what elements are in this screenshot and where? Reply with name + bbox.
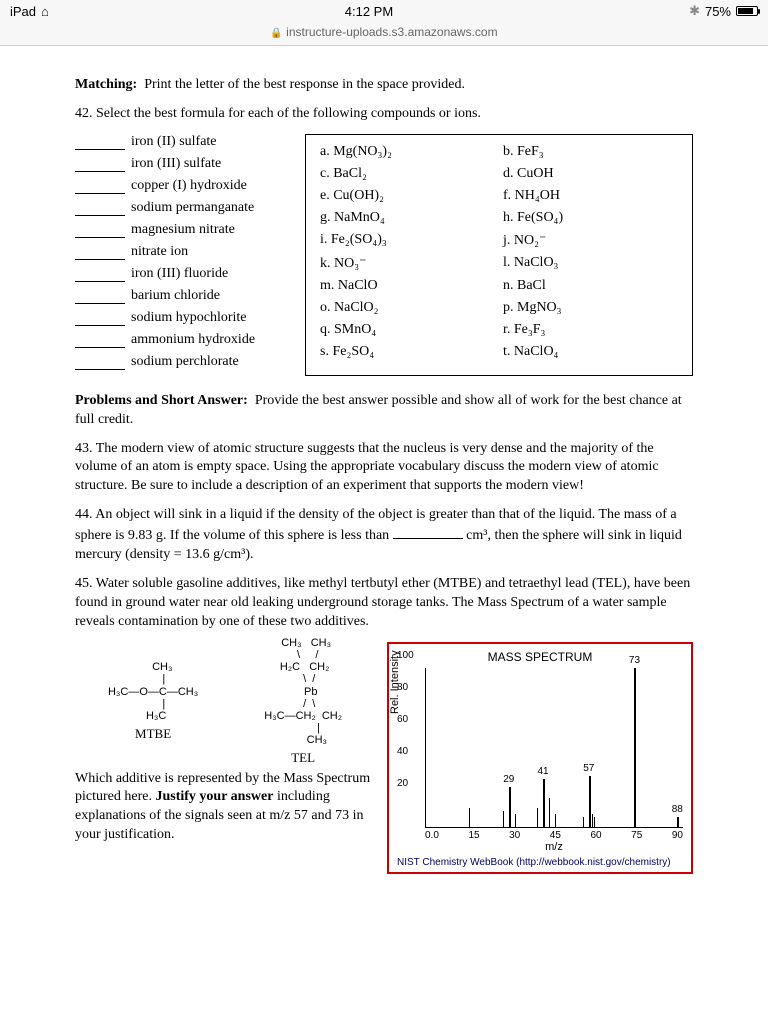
item-label: nitrate ion (131, 244, 188, 260)
opt: t. NaClO₄ (499, 341, 682, 363)
opt: e. Cu(OH)₂ (316, 185, 499, 207)
problems-heading: Problems and Short Answer: Provide the b… (75, 392, 693, 430)
blank[interactable] (75, 244, 125, 259)
nist-citation: NIST Chemistry WebBook (http://webbook.n… (397, 857, 683, 868)
options-box: a. Mg(NO₃)₂b. FeF₃ c. BaCl₂d. CuOH e. Cu… (305, 134, 693, 376)
opt: k. NO₃⁻ (316, 252, 499, 275)
opt: m. NaClO (316, 275, 499, 297)
spectrum-yticks: 100 80 60 40 20 (397, 650, 414, 810)
blank[interactable] (75, 222, 125, 237)
xtick: 75 (631, 830, 642, 841)
q44-blank[interactable] (393, 525, 463, 539)
matching-heading: Matching: Print the letter of the best r… (75, 76, 693, 95)
opt: g. NaMnO₄ (316, 207, 499, 229)
item-label: sodium hypochlorite (131, 310, 247, 326)
q45-figure-row: CH₃ | H₃C—O—C—CH₃ | H₃C MTBE CH₃ CH₃ \ /… (75, 642, 693, 874)
opt: n. BaCl (499, 275, 682, 297)
opt: l. NaClO₃ (499, 252, 682, 275)
xtick: 60 (590, 830, 601, 841)
mtbe-label: MTBE (108, 726, 198, 742)
q42-content: iron (II) sulfate iron (III) sulfate cop… (75, 134, 693, 376)
opt: r. Fe₃F₃ (499, 319, 682, 341)
item-label: magnesium nitrate (131, 222, 235, 238)
item-label: ammonium hydroxide (131, 332, 255, 348)
opt: a. Mg(NO₃)₂ (316, 141, 499, 163)
ytick: 80 (397, 682, 414, 714)
ytick: 100 (397, 650, 414, 682)
spectrum-xlabel: m/z (425, 841, 683, 853)
page-content: Matching: Print the letter of the best r… (0, 46, 768, 884)
lock-icon: 🔒 (270, 28, 282, 39)
opt: d. CuOH (499, 163, 682, 185)
q43: 43. The modern view of atomic structure … (75, 440, 693, 497)
blank[interactable] (75, 134, 125, 149)
blank[interactable] (75, 178, 125, 193)
opt: j. NO₂⁻ (499, 229, 682, 252)
xtick: 90 (672, 830, 683, 841)
tel-structure: CH₃ CH₃ \ / H₂C CH₂ \ / Pb / \ H₃C—CH₂ C… (264, 637, 342, 766)
status-bar: iPad ⌂ 4:12 PM ✱ 75% (0, 0, 768, 22)
blank[interactable] (75, 332, 125, 347)
match-items: iron (II) sulfate iron (III) sulfate cop… (75, 134, 285, 376)
opt: o. NaClO₂ (316, 297, 499, 319)
item-label: sodium perchlorate (131, 354, 239, 370)
opt: q. SMnO₄ (316, 319, 499, 341)
opt: i. Fe₂(SO₄)₃ (316, 229, 499, 252)
blank[interactable] (75, 310, 125, 325)
xtick: 30 (509, 830, 520, 841)
blank[interactable] (75, 156, 125, 171)
q45-sub: Which additive is represented by the Mas… (75, 770, 375, 846)
battery-pct: 75% (705, 4, 731, 19)
opt: b. FeF₃ (499, 141, 682, 163)
xtick: 0.0 (425, 830, 439, 841)
battery-icon (736, 6, 758, 16)
item-label: iron (II) sulfate (131, 134, 217, 150)
matching-instr: Print the letter of the best response in… (144, 77, 465, 92)
opt: c. BaCl₂ (316, 163, 499, 185)
q45-left: CH₃ | H₃C—O—C—CH₃ | H₃C MTBE CH₃ CH₃ \ /… (75, 642, 375, 874)
ytick: 60 (397, 714, 414, 746)
matching-bold: Matching: (75, 77, 137, 92)
spectrum-title: MASS SPECTRUM (397, 650, 683, 664)
item-label: iron (III) fluoride (131, 266, 228, 282)
q42-prompt: 42. Select the best formula for each of … (75, 105, 693, 124)
opt: f. NH₄OH (499, 185, 682, 207)
url-text: instructure-uploads.s3.amazonaws.com (286, 25, 497, 39)
spectrum-chart-area: 2941577388 (425, 668, 683, 828)
item-label: copper (I) hydroxide (131, 178, 247, 194)
xtick: 15 (468, 830, 479, 841)
mtbe-structure: CH₃ | H₃C—O—C—CH₃ | H₃C MTBE (108, 661, 198, 741)
blank[interactable] (75, 288, 125, 303)
blank[interactable] (75, 354, 125, 369)
blank[interactable] (75, 266, 125, 281)
molecule-diagrams: CH₃ | H₃C—O—C—CH₃ | H₃C MTBE CH₃ CH₃ \ /… (75, 642, 375, 762)
url-bar: 🔒 instructure-uploads.s3.amazonaws.com (0, 22, 768, 46)
q45-just: Justify your answer (155, 789, 273, 804)
tel-label: TEL (264, 750, 342, 766)
device-label: iPad (10, 4, 36, 19)
mass-spectrum: MASS SPECTRUM Rel. Intensity 100 80 60 4… (387, 642, 693, 874)
item-label: sodium permanganate (131, 200, 254, 216)
opt: h. Fe(SO₄) (499, 207, 682, 229)
q44: 44. An object will sink in a liquid if t… (75, 506, 693, 565)
opt: s. Fe₂SO₄ (316, 341, 499, 363)
q45: 45. Water soluble gasoline additives, li… (75, 575, 693, 632)
bluetooth-icon: ✱ (689, 3, 700, 19)
clock: 4:12 PM (49, 4, 689, 19)
xtick: 45 (550, 830, 561, 841)
ytick: 20 (397, 778, 414, 810)
spectrum-xticks: 0.0 15 30 45 60 75 90 (425, 830, 683, 841)
item-label: iron (III) sulfate (131, 156, 221, 172)
opt: p. MgNO₃ (499, 297, 682, 319)
blank[interactable] (75, 200, 125, 215)
ytick: 40 (397, 746, 414, 778)
wifi-icon: ⌂ (41, 4, 49, 19)
item-label: barium chloride (131, 288, 220, 304)
problems-bold: Problems and Short Answer: (75, 393, 248, 408)
